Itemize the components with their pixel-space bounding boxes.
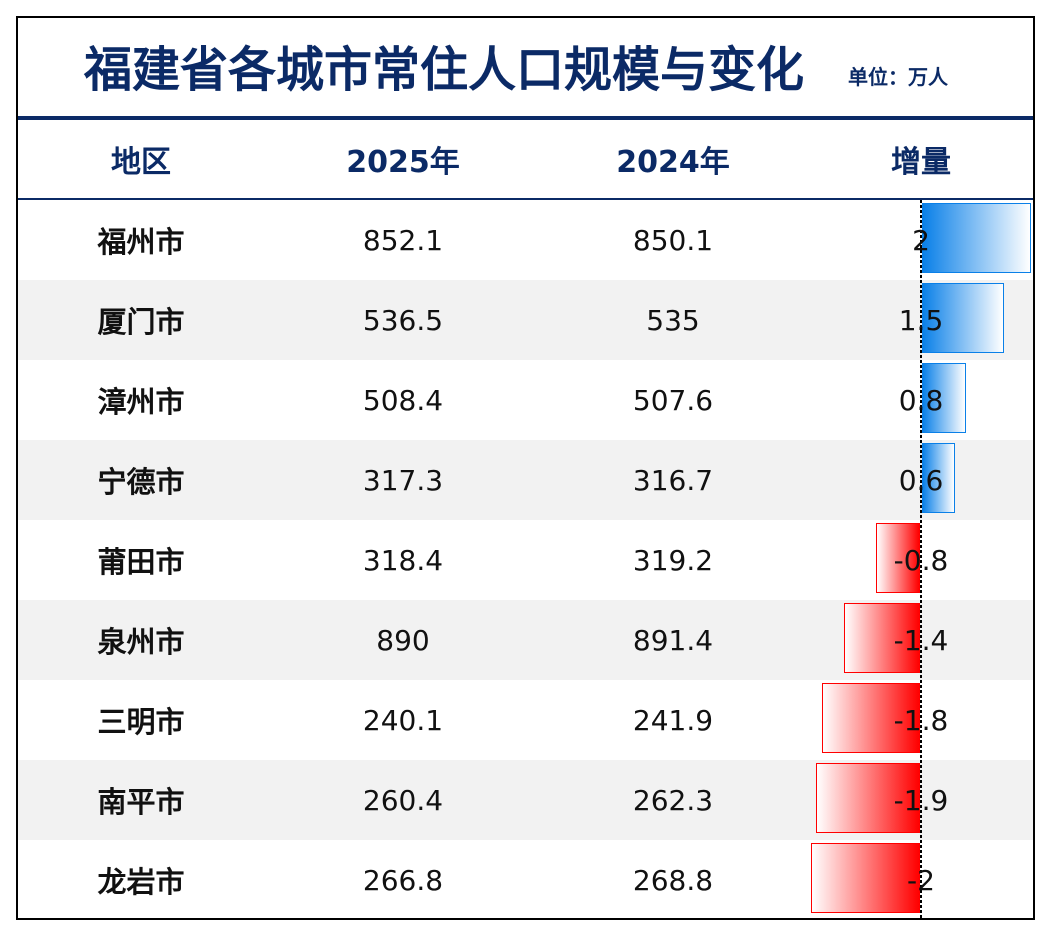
unit-label: 单位：万人: [848, 65, 948, 89]
value-2025-cell: 508.4: [362, 383, 444, 417]
value-2024-cell: 507.6: [632, 383, 714, 417]
change-bar: [922, 203, 1031, 273]
value-2024-cell: 891.4: [632, 623, 714, 657]
column-header-change: 增量: [891, 145, 951, 180]
table-row: 福州市 852.1 850.1 2: [18, 200, 1033, 280]
table-row: 泉州市 890 891.4 -1.4: [18, 600, 1033, 680]
change-bar: [922, 363, 966, 433]
table-row: 厦门市 536.5 535 1.5: [18, 280, 1033, 360]
value-2024-cell: 535: [646, 303, 700, 337]
region-cell: 福州市: [97, 225, 185, 259]
header-divider: [18, 198, 1033, 200]
value-2025-cell: 260.4: [362, 783, 444, 817]
table-header: 地区 2025年 2024年 增量: [18, 120, 1033, 198]
change-value-cell: 0.6: [898, 463, 944, 497]
region-cell: 龙岩市: [97, 865, 185, 899]
value-2025-cell: 890: [376, 623, 430, 657]
zero-axis-line: [920, 200, 922, 918]
column-header-region: 地区: [111, 145, 171, 180]
value-2024-cell: 850.1: [632, 223, 714, 257]
value-2025-cell: 240.1: [362, 703, 444, 737]
change-bar: [843, 603, 920, 673]
table-row: 南平市 260.4 262.3 -1.9: [18, 760, 1033, 840]
value-2025-cell: 536.5: [362, 303, 444, 337]
change-bar: [811, 843, 920, 913]
change-value-cell: 1.5: [898, 303, 944, 337]
title-divider: [18, 116, 1033, 120]
table-row: 龙岩市 266.8 268.8 -2: [18, 840, 1033, 918]
value-2024-cell: 316.7: [632, 463, 714, 497]
change-value-cell: -0.8: [893, 543, 949, 577]
value-2024-cell: 268.8: [632, 863, 714, 897]
change-value-cell: -1.8: [893, 703, 949, 737]
change-bar: [821, 683, 920, 753]
table-frame: 福建省各城市常住人口规模与变化 单位：万人 地区 2025年 2024年 增量 …: [16, 16, 1035, 920]
change-value-cell: -1.4: [893, 623, 949, 657]
chart-title: 福建省各城市常住人口规模与变化: [84, 42, 805, 98]
region-cell: 厦门市: [97, 305, 185, 339]
table-row: 漳州市 508.4 507.6 0.8: [18, 360, 1033, 440]
region-cell: 泉州市: [97, 625, 185, 659]
table-row: 宁德市 317.3 316.7 0.6: [18, 440, 1033, 520]
change-bar: [922, 283, 1004, 353]
table-row: 莆田市 318.4 319.2 -0.8: [18, 520, 1033, 600]
value-2024-cell: 241.9: [632, 703, 714, 737]
column-header-2024: 2024年: [616, 145, 730, 180]
region-cell: 南平市: [97, 785, 185, 819]
change-value-cell: -1.9: [893, 783, 949, 817]
change-bar: [876, 523, 920, 593]
region-cell: 宁德市: [97, 465, 185, 499]
region-cell: 漳州市: [97, 385, 185, 419]
region-cell: 三明市: [97, 705, 185, 739]
value-2025-cell: 317.3: [362, 463, 444, 497]
change-value-cell: -2: [907, 863, 935, 897]
change-bar: [922, 443, 955, 513]
change-bar: [816, 763, 920, 833]
value-2025-cell: 266.8: [362, 863, 444, 897]
value-2024-cell: 319.2: [632, 543, 714, 577]
column-header-2025: 2025年: [346, 145, 460, 180]
table-row: 三明市 240.1 241.9 -1.8: [18, 680, 1033, 760]
change-value-cell: 2: [912, 223, 930, 257]
value-2025-cell: 318.4: [362, 543, 444, 577]
change-value-cell: 0.8: [898, 383, 944, 417]
value-2024-cell: 262.3: [632, 783, 714, 817]
value-2025-cell: 852.1: [362, 223, 444, 257]
region-cell: 莆田市: [97, 545, 185, 579]
